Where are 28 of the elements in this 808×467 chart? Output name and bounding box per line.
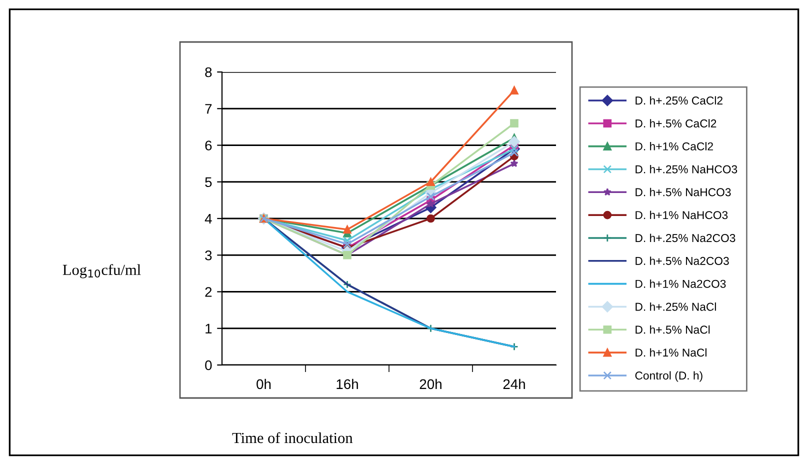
legend-label: D. h+1% NaCl <box>636 348 706 357</box>
legend-label: D. h+.5% NaCl <box>636 325 710 334</box>
legend-label: D. h+.25% NaCl <box>636 302 716 311</box>
y-axis-title: Log$_{10}$cfu/ml <box>62 264 141 278</box>
y-tick-label: 8 <box>205 67 212 78</box>
x-tick-label: 16h <box>336 378 358 390</box>
legend-label: D. h+.5% Na2CO3 <box>636 256 729 265</box>
y-tick-label: 1 <box>206 324 212 334</box>
y-tick-label: 4 <box>204 214 212 224</box>
legend-label: D. h+.5% NaHCO3 <box>636 188 731 196</box>
y-tick-label: 5 <box>205 177 212 188</box>
legend-label: D. h+1% CaCl2 <box>636 142 713 150</box>
legend-label: D. h+.5% CaCl2 <box>636 119 716 128</box>
x-tick-label: 20h <box>420 378 442 390</box>
legend-label: D. h+.25% Na2CO3 <box>636 234 736 242</box>
y-tick-label: 2 <box>205 287 212 297</box>
legend-label: D. h+1% Na2CO3 <box>636 280 726 288</box>
legend-label: D. h+.25% CaCl2 <box>636 96 722 105</box>
legend-label: Control (D. h) <box>635 371 702 382</box>
x-axis-title: Time of inoculation <box>232 432 353 444</box>
y-tick-label: 3 <box>205 250 212 260</box>
y-tick-label: 7 <box>205 104 212 114</box>
legend-label: D. h+1% NaHCO3 <box>636 210 728 220</box>
y-tick-label: 0 <box>205 360 212 370</box>
x-tick-label: 24h <box>503 378 525 389</box>
legend-label: D. h+.25% NaHCO3 <box>636 164 738 174</box>
y-tick-label: 6 <box>205 140 212 150</box>
x-tick-label: 0h <box>256 378 271 390</box>
